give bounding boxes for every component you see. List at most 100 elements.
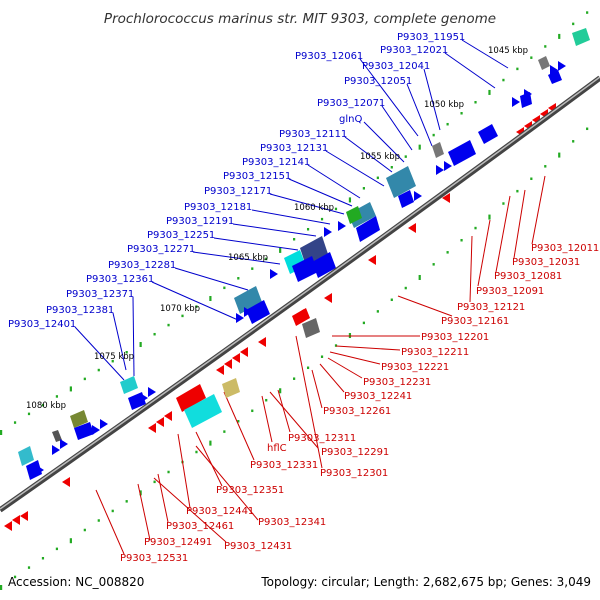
tick-mark [348, 197, 352, 203]
forward-arrowhead [550, 65, 558, 75]
leader-line [513, 189, 526, 259]
tick-mark [125, 500, 128, 503]
forward-arrowhead [148, 387, 156, 397]
leader-line [95, 489, 125, 555]
reverse-arrowhead [148, 423, 156, 433]
gene-label-reverse: P9303_12011 [531, 243, 599, 254]
leader-line [223, 391, 255, 461]
tick-mark [0, 585, 3, 590]
gene-label-reverse: P9303_12081 [494, 271, 562, 282]
gene-label-reverse: P9303_12331 [250, 460, 318, 471]
tick-mark [586, 127, 589, 131]
tick-mark [376, 176, 379, 180]
gene-label-forward: P9303_12041 [362, 61, 430, 72]
gene-arrow-forward [356, 216, 380, 242]
tick-mark [83, 377, 86, 381]
tick-mark [516, 67, 519, 71]
tick-mark [404, 155, 407, 158]
gene-label-forward: glnQ [339, 114, 362, 125]
gene-arrow-forward [74, 422, 94, 440]
tick-mark [544, 165, 547, 168]
forward-arrowhead [92, 425, 100, 435]
leader-line [269, 391, 319, 449]
tick-mark [139, 490, 142, 496]
gene-arrow-forward [70, 410, 88, 428]
leader-line [151, 281, 239, 321]
accession-label: Accession: NC_008820 [8, 575, 144, 589]
forward-arrowhead [270, 269, 278, 279]
tick-mark [488, 89, 491, 95]
tick-mark [446, 122, 449, 126]
leader-line [288, 178, 353, 207]
tick-mark [209, 440, 212, 446]
tick-mark [306, 227, 310, 231]
gene-arrow-forward [234, 286, 262, 314]
gene-label-forward: P9303_12171 [204, 186, 272, 197]
forward-arrowhead [338, 221, 346, 231]
leader-line [461, 39, 509, 69]
gene-label-forward: P9303_12271 [127, 244, 195, 255]
leader-line [192, 251, 281, 265]
tick-mark [83, 528, 86, 532]
tick-mark [27, 566, 31, 569]
tick-mark [279, 388, 282, 394]
forward-arrowhead [36, 465, 44, 475]
leader-line [325, 150, 385, 187]
gene-label-forward: P9303_12361 [86, 274, 154, 285]
gene-label-reverse: P9303_12211 [401, 347, 469, 358]
gene-label-reverse: P9303_12301 [320, 468, 388, 479]
tick-mark [55, 395, 59, 398]
leader-line [363, 121, 405, 163]
tick-mark [223, 430, 226, 433]
leader-line [319, 363, 345, 393]
reverse-arrowhead [4, 521, 12, 531]
reverse-arrowheads [4, 103, 556, 531]
gene-arrow-forward [52, 430, 62, 442]
gene-arrow-forward [312, 252, 336, 278]
leader-line [195, 431, 223, 487]
tick-mark [209, 296, 212, 302]
gene-arrow-forward [26, 460, 42, 480]
leader-line [213, 237, 299, 251]
gene-arrow-reverse [222, 378, 240, 398]
gene-label-forward: P9303_12131 [260, 143, 328, 154]
kbp-marker: 1065 kbp [228, 253, 268, 263]
kbp-marker: 1050 kbp [424, 100, 464, 110]
kbp-marker: 1045 kbp [488, 46, 528, 56]
tick-mark [530, 177, 533, 181]
tick-mark [376, 310, 379, 313]
leader-line [495, 195, 511, 273]
reverse-arrowhead [368, 255, 376, 265]
tick-mark [320, 217, 324, 221]
gene-arrow-forward [520, 92, 532, 108]
tick-mark [390, 166, 393, 169]
leader-line [261, 395, 273, 443]
gene-arrow-forward [478, 124, 498, 144]
gene-label-reverse: P9303_12091 [476, 286, 544, 297]
gene-label-forward: P9303_12371 [66, 289, 134, 300]
forward-arrowhead [100, 419, 108, 429]
gene-label-reverse: P9303_12221 [381, 362, 449, 373]
leader-line [74, 326, 125, 381]
tick-mark [223, 286, 226, 290]
reverse-arrowhead [224, 359, 232, 369]
reverse-arrowhead [296, 309, 304, 319]
kbp-marker: 1075 kbp [94, 352, 134, 362]
tick-mark [293, 377, 296, 380]
leader-line [277, 389, 291, 433]
kbp-marker: 1060 kbp [294, 203, 334, 213]
gene-arrow-forward [432, 142, 444, 158]
gene-label-reverse: P9303_12291 [321, 447, 389, 458]
leader-line [311, 369, 323, 409]
leader-line [469, 235, 473, 303]
tick-mark [334, 344, 338, 347]
gene-arrow-forward [246, 300, 270, 324]
leader-line [295, 335, 323, 469]
gene-label-forward: P9303_11951 [397, 32, 465, 43]
gene-label-forward: P9303_12281 [108, 260, 176, 271]
label-leader-lines [74, 39, 546, 555]
gene-label-forward: P9303_12051 [344, 76, 412, 87]
gene-label-reverse: P9303_12441 [186, 506, 254, 517]
gene-label-forward: P9303_12141 [242, 157, 310, 168]
tick-mark [432, 133, 435, 137]
